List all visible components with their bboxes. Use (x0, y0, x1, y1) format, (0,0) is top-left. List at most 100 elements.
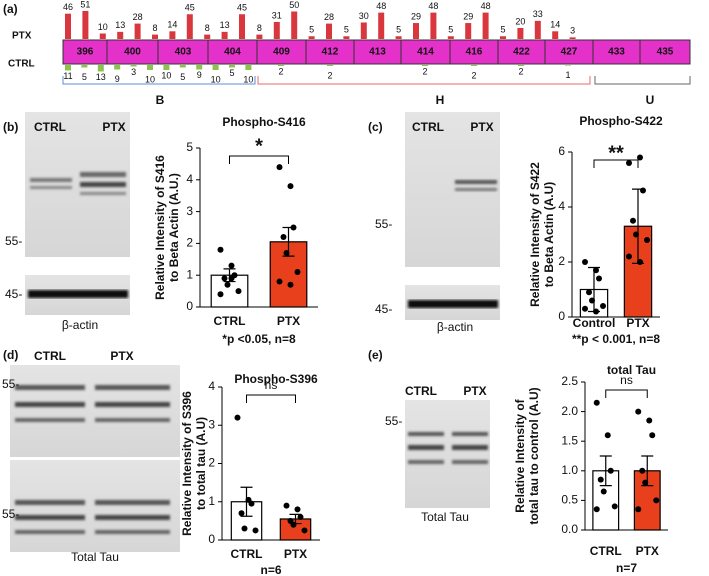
sig-label: ns (265, 378, 278, 392)
ptx-count: 5 (500, 25, 505, 35)
lane-label: PTX (470, 120, 493, 134)
site-box (207, 39, 258, 65)
ctrl-bar (471, 65, 477, 66)
ctrl-label: CTRL (8, 59, 35, 70)
data-point (607, 467, 614, 474)
data-point (593, 308, 599, 315)
data-point (637, 154, 643, 161)
blot-e (405, 400, 490, 508)
site-label: 414 (417, 47, 434, 58)
data-point (235, 288, 242, 295)
mw-marker: 55- (375, 217, 392, 231)
ptx-count: 5 (344, 25, 349, 35)
ptx-bar (430, 12, 437, 40)
y-tick-label: 0 (558, 309, 565, 323)
ptx-bar (413, 23, 419, 39)
site-label: 403 (175, 47, 192, 58)
error-bar (599, 455, 612, 487)
ctrl-count: 2 (471, 70, 476, 80)
blot-c (405, 112, 500, 320)
chart-title: total Tau (607, 363, 656, 377)
data-point (297, 514, 304, 521)
lane-label: CTRL (34, 120, 66, 134)
ctrl-count: 5 (180, 72, 185, 82)
site-label: 404 (224, 47, 241, 58)
mw-marker: 55- (2, 507, 19, 521)
data-point (593, 399, 600, 406)
y-axis-label: to Beta Actin (A.U) (542, 182, 556, 288)
data-point (604, 432, 611, 439)
data-point (589, 297, 595, 304)
ctrl-bar (229, 65, 235, 68)
data-point (597, 476, 604, 483)
ptx-count: 13 (220, 20, 230, 30)
y-tick-label: 4 (208, 379, 215, 393)
ptx-count: 14 (167, 20, 177, 30)
ptx-count: 10 (98, 22, 108, 32)
region-label: B (156, 93, 165, 107)
footnote: **p < 0.001, n=8 (572, 332, 660, 346)
ptx-count: 13 (115, 20, 125, 30)
blot-b (25, 112, 130, 315)
ptx-bar (82, 10, 89, 39)
site-label: 427 (561, 47, 578, 58)
ptx-bar (343, 36, 350, 39)
ptx-bar (447, 36, 454, 39)
lane-label: PTX (463, 384, 486, 398)
site-box (256, 39, 307, 65)
ptx-bar (552, 31, 559, 39)
blot-caption: β-actin (62, 318, 98, 332)
data-point (276, 278, 283, 285)
ctrl-bar (422, 65, 428, 66)
ptx-count: 45 (237, 3, 247, 13)
chart-title: Phospho-S396 (234, 372, 318, 386)
y-tick-label: 2 (208, 456, 215, 470)
region-bracket (62, 76, 256, 85)
ptx-bar (517, 28, 524, 39)
y-tick-label: 1.5 (561, 433, 578, 447)
chart-title: Phospho-S422 (579, 114, 663, 128)
ctrl-bar (81, 65, 88, 68)
data-point (635, 506, 642, 513)
ptx-count: 31 (272, 10, 282, 20)
data-point (217, 291, 224, 298)
region-label: H (436, 93, 445, 107)
data-point (653, 497, 660, 504)
y-tick-label: 2 (186, 236, 193, 250)
data-point (626, 160, 632, 166)
site-label: 416 (466, 47, 483, 58)
ptx-count: 48 (376, 1, 386, 11)
site-label: 412 (322, 47, 339, 58)
ptx-bar (395, 36, 402, 39)
data-point (593, 267, 599, 274)
data-point (228, 262, 235, 269)
y-axis-label: to Beta Actin (A.U.) (167, 173, 181, 282)
sig-label: ** (608, 142, 624, 164)
ptx-bar (117, 31, 124, 39)
data-point (630, 217, 636, 224)
y-tick-label: 3 (208, 417, 215, 431)
ptx-count: 29 (411, 11, 421, 21)
site-label: 413 (369, 47, 386, 58)
data-point (593, 506, 600, 513)
ptx-bar (569, 37, 576, 39)
y-axis-label: Relative Intensity of S422 (528, 162, 542, 307)
site-box (305, 39, 355, 65)
blot-caption: β-actin (437, 320, 473, 334)
ptx-count: 45 (185, 3, 195, 13)
y-axis-label: Relative Intensity of S396 (180, 391, 194, 536)
ptx-count: 5 (396, 25, 401, 35)
ctrl-count: 5 (82, 72, 87, 82)
footnote: *p <0.05, n=8 (222, 332, 296, 346)
site-box (62, 39, 108, 65)
data-point (600, 303, 606, 309)
panel-label: (b) (3, 120, 18, 134)
site-box (639, 39, 691, 65)
ptx-bar (256, 34, 263, 39)
panel-label: (c) (368, 120, 383, 134)
ctrl-bar (97, 65, 104, 72)
ptx-bar (169, 31, 176, 39)
ptx-count: 48 (428, 1, 438, 11)
data-point (224, 281, 231, 288)
data-point (301, 527, 308, 534)
